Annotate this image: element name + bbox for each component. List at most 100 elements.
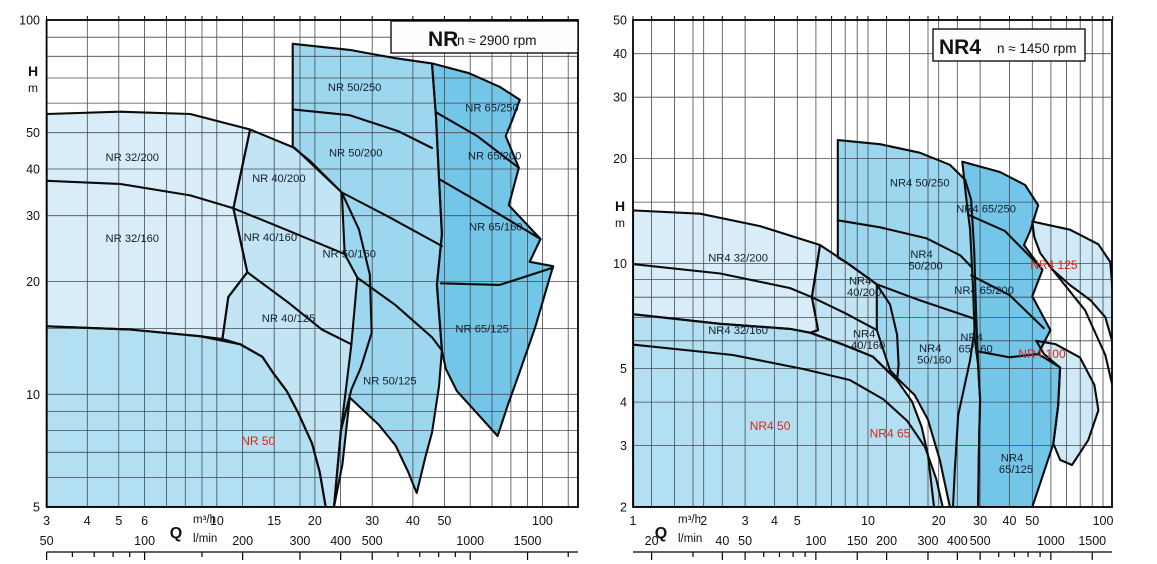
curve-div-50-250-200 — [291, 108, 434, 150]
x-tick-m3h-50: 50 — [437, 514, 451, 528]
y-tick-label-4: 4 — [620, 396, 627, 410]
curve-div-40-160-125 — [246, 271, 353, 346]
x-tick-m3h-1: 1 — [630, 514, 637, 528]
y-tick-label-50: 50 — [26, 126, 40, 140]
curve-div-50-160-125 — [356, 276, 443, 352]
area-nr4-100-envelope — [1036, 340, 1099, 465]
curve-nr4-125-lower-arc — [1051, 268, 1112, 387]
curve-div4-40-200-160 — [810, 296, 878, 332]
x-tick-m3h-50: 50 — [1025, 514, 1039, 528]
x-tick-m3h-4: 4 — [771, 514, 778, 528]
y-tick-label-100: 100 — [19, 14, 40, 28]
curve-div-50-200-160 — [340, 191, 443, 248]
x-axis-symbol: Q — [655, 525, 667, 542]
y-tick-label-5: 5 — [620, 362, 627, 376]
region-labels: NR 32/200 NR 32/160 NR 40/200 NR 40/160 NR 4… — [106, 82, 523, 448]
x-tick-m3h-15: 15 — [267, 514, 281, 528]
label-nr-50-125: NR 50/125 — [363, 375, 417, 387]
outline-nr4-65-base — [633, 343, 944, 507]
label-nr-50-250: NR 50/250 — [328, 82, 382, 94]
x-tick-m3h-6: 6 — [141, 514, 148, 528]
curve-div4-32-200-160 — [633, 263, 813, 299]
label-nr-32-160: NR 32/160 — [106, 233, 160, 245]
curve-div-65-200-160 — [437, 177, 542, 241]
title-box — [390, 20, 579, 54]
area-nr-40-envelope — [222, 129, 372, 507]
x-tick-lmin-400: 400 — [947, 534, 968, 548]
x-tick-lmin-100: 100 — [805, 534, 826, 548]
area-nr4-65-envelope — [962, 161, 1061, 507]
x-tick-lmin-1000: 1000 — [456, 534, 484, 548]
x-tick-m3h-20: 20 — [932, 514, 946, 528]
x-tick-lmin-100: 100 — [134, 534, 155, 548]
label-nr4-32-200: NR4 32/200 — [708, 253, 768, 265]
area-nr-65-envelope — [432, 63, 554, 437]
x-tick-m3h-40: 40 — [406, 514, 420, 528]
x-tick-m3h-100: 100 — [1093, 514, 1114, 528]
label-nr-65-250: NR 65/250 — [465, 102, 519, 114]
top-ticks — [46, 16, 569, 20]
top-ticks — [632, 16, 1114, 20]
label-nr4-32-160: NR4 32/160 — [708, 325, 768, 337]
x-tick-m3h-3: 3 — [742, 514, 749, 528]
x-tick-m3h-10: 10 — [210, 514, 224, 528]
area-nr-50-base — [46, 326, 326, 507]
x-axis-symbol: Q — [170, 525, 182, 542]
label-nr4-100: NR4 100 — [1018, 347, 1066, 361]
chart-title: NR4 — [939, 36, 981, 59]
x-tick-lmin-1000: 1000 — [1037, 534, 1065, 548]
x-tick-lmin-20: 20 — [645, 534, 659, 548]
x-axis-unit-m3h: m³/h — [193, 514, 216, 526]
y-tick-label-20: 20 — [613, 152, 627, 166]
outline-nr-65-envelope — [430, 62, 555, 438]
curve-div4-50-200-160 — [875, 283, 978, 321]
label-nr-32-200: NR 32/200 — [106, 152, 160, 164]
y-tick-label-10: 10 — [613, 257, 627, 271]
y-tick-label-50: 50 — [613, 13, 627, 27]
curve-div-65-250-200 — [434, 111, 520, 169]
x-tick-lmin-200: 200 — [232, 534, 253, 548]
x-tick-lmin-300: 300 — [290, 534, 311, 548]
x-tick-lmin-1500: 1500 — [1078, 534, 1106, 548]
label-nr4-65-160: NR4 65/160 — [959, 332, 993, 356]
x-tick-m3h-30: 30 — [973, 514, 987, 528]
label-nr-40-125: NR 40/125 — [262, 313, 316, 325]
y-tick-label-30: 30 — [613, 91, 627, 105]
plot-area: NR4 32/200 NR4 32/160 NR4 50/250 NR4 50/200 N… — [633, 20, 1112, 507]
x-tick-lmin-500: 500 — [362, 534, 383, 548]
outline-nr4-125-envelope — [1031, 220, 1112, 345]
x-tick-lmin-300: 300 — [918, 534, 939, 548]
label-nr4-40-160: NR4 40/160 — [851, 329, 885, 353]
area-nr4-65-base — [633, 344, 943, 507]
label-nr4-65: NR4 65 — [870, 427, 911, 441]
y-tick-label-40: 40 — [613, 47, 627, 61]
y-axis-unit: m — [615, 216, 625, 230]
lmin-ruler — [633, 551, 1112, 560]
area-nr4-40-envelope — [810, 245, 899, 381]
curve-div-65-160-125 — [439, 266, 555, 286]
curve-div4-50-160-dive — [951, 318, 978, 507]
y-tick-label-2: 2 — [620, 501, 627, 515]
area-nr-50-envelope — [292, 43, 442, 507]
x-tick-lmin-50: 50 — [40, 534, 54, 548]
curve-div-32-200-160 — [46, 179, 235, 210]
label-nr4-50-200: NR4 50/200 — [908, 249, 942, 273]
lmin-ruler — [45, 551, 578, 560]
outline-nr4-65-envelope — [961, 160, 1062, 507]
x-tick-lmin-50: 50 — [738, 534, 752, 548]
x-tick-lmin-400: 400 — [330, 534, 351, 548]
curve-div4-65-250-200 — [967, 213, 1044, 271]
x-axis-unit-m3h: m³/h — [678, 514, 701, 526]
plot-area: NR 32/200 NR 32/160 NR 40/200 NR 40/160 NR 4… — [46, 20, 578, 507]
chart-nr4: NR4 32/200 NR4 32/160 NR4 50/250 NR4 50/200 N… — [613, 13, 1113, 560]
y-axis-symbol: H — [615, 198, 625, 214]
x-tick-m3h-2: 2 — [700, 514, 707, 528]
chart-subtitle: n ≈ 1450 rpm — [997, 41, 1076, 56]
curve-div4-65-160-125 — [975, 350, 1040, 359]
label-nr-50-200: NR 50/200 — [329, 148, 383, 160]
y-tick-label-10: 10 — [26, 388, 40, 402]
label-nr-65-200: NR 65/200 — [468, 151, 522, 163]
x-tick-m3h-5: 5 — [115, 514, 122, 528]
label-nr4-40-200: NR4 40/200 — [847, 275, 881, 299]
x-tick-m3h-10: 10 — [861, 514, 875, 528]
